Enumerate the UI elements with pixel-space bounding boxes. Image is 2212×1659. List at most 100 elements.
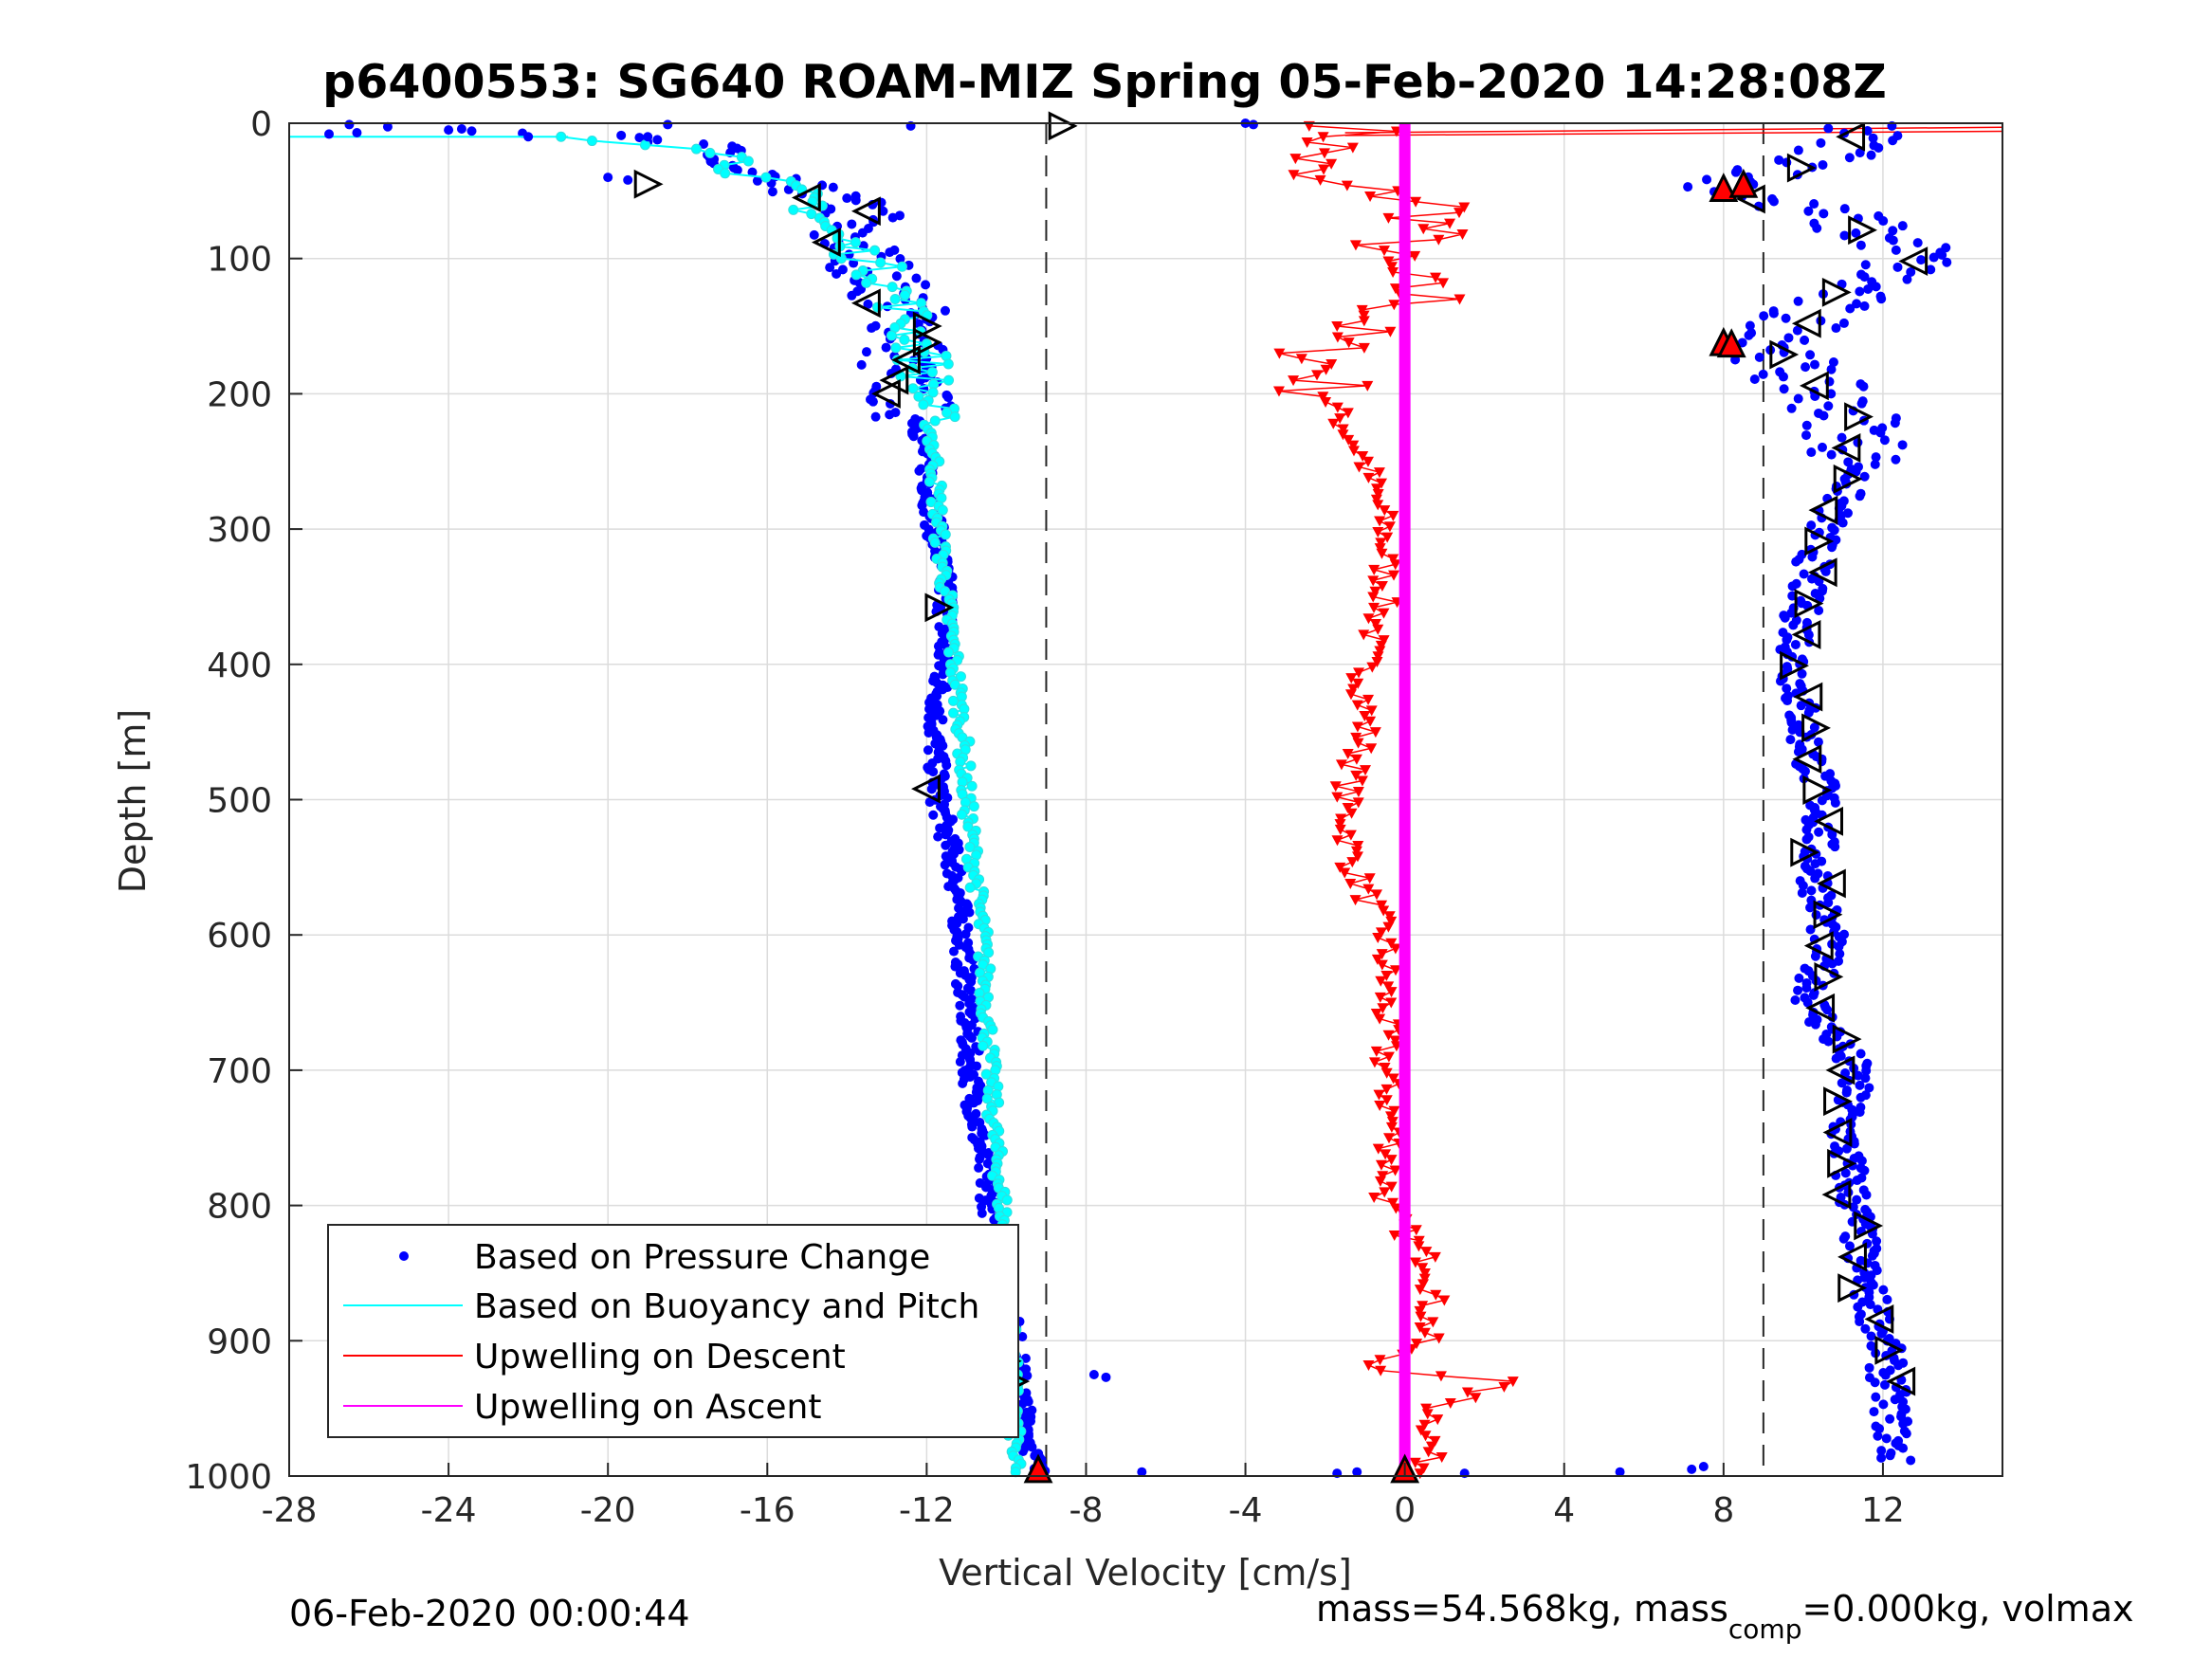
pressure-ascent-point xyxy=(1898,1443,1909,1453)
upwelling-descent-marker xyxy=(1376,949,1388,960)
y-tick-label: 400 xyxy=(207,647,272,685)
pressure-ascent-point xyxy=(1775,676,1785,686)
upwelling-descent-marker xyxy=(1390,965,1402,976)
pressure-descent-point xyxy=(926,784,937,794)
upwelling-descent-marker xyxy=(1385,916,1398,927)
upwelling-descent-marker xyxy=(1373,1089,1385,1101)
buoyancy-point xyxy=(890,342,902,354)
pressure-ascent-point xyxy=(1876,294,1887,304)
upwelling-descent-marker xyxy=(1369,586,1381,597)
phase-marker xyxy=(1799,371,1829,401)
phase-marker xyxy=(1816,868,1846,899)
upwelling-descent-marker xyxy=(1356,304,1368,316)
upwelling-descent-marker xyxy=(1362,456,1374,467)
upwelling-descent-marker xyxy=(1378,635,1390,647)
x-tick-label: -28 xyxy=(262,1491,318,1530)
phase-marker xyxy=(791,183,821,212)
pressure-ascent-point xyxy=(1856,398,1867,409)
footer-mass-subscript: comp xyxy=(1728,1613,1802,1645)
legend-marker-pressure xyxy=(399,1251,409,1261)
phase-marker xyxy=(1709,173,1739,202)
buoyancy-point xyxy=(941,407,953,418)
phase-marker xyxy=(1825,1055,1856,1085)
pressure-ascent-point xyxy=(1827,830,1837,840)
upwelling-descent-marker xyxy=(1388,570,1400,581)
pressure-ascent-point xyxy=(1808,990,1819,1000)
upwelling-descent-marker xyxy=(1444,1397,1456,1409)
phase-marker xyxy=(1814,806,1843,836)
phase-marker xyxy=(891,345,921,375)
upwelling-descent-marker xyxy=(1370,1008,1382,1019)
upwelling-descent-marker xyxy=(1375,640,1387,651)
pressure-descent-point xyxy=(923,745,933,756)
pressure-ascent-point xyxy=(1801,430,1812,441)
upwelling-descent-marker xyxy=(1382,256,1395,267)
footer-mass-rest: =0.000kg, volmax xyxy=(1801,1588,2133,1630)
phase-marker xyxy=(1827,1148,1857,1178)
upwelling-descent-marker xyxy=(1389,1165,1401,1176)
upwelling-descent-marker xyxy=(1372,651,1384,663)
upwelling-descent-marker xyxy=(1383,521,1396,533)
pressure-outlier-point xyxy=(1687,1464,1697,1474)
upwelling-descent-marker xyxy=(1381,532,1394,543)
pressure-ascent-point xyxy=(1866,1340,1876,1351)
pressure-descent-point xyxy=(941,840,951,850)
pressure-descent-point xyxy=(732,165,742,175)
pressure-ascent-point xyxy=(1781,313,1791,323)
pressure-descent-point xyxy=(967,1121,978,1132)
buoyancy-point xyxy=(942,358,954,370)
phase-marker xyxy=(1854,1211,1884,1241)
pressure-ascent-point xyxy=(1878,216,1889,227)
buoyancy-point xyxy=(835,253,847,264)
phase-marker xyxy=(1836,121,1866,152)
legend-label-pressure: Based on Pressure Change xyxy=(474,1238,930,1277)
upwelling-descent-marker xyxy=(1498,1381,1510,1393)
upwelling-descent-marker xyxy=(1372,1143,1384,1155)
phase-marker xyxy=(1823,1086,1853,1117)
upwelling-descent-marker xyxy=(1437,278,1450,289)
buoyancy-point xyxy=(586,136,597,147)
phase-marker xyxy=(1805,993,1836,1023)
buoyancy-point xyxy=(964,882,976,893)
upwelling-descent-marker xyxy=(1347,446,1360,457)
upwelling-descent-marker xyxy=(1371,889,1383,901)
buoyancy-point xyxy=(966,780,978,792)
upwelling-descent-marker xyxy=(1429,1435,1441,1447)
pressure-ascent-point xyxy=(1816,137,1826,148)
pressure-ascent-point xyxy=(1892,262,1903,272)
buoyancy-point xyxy=(720,168,731,179)
phase-marker xyxy=(1807,557,1837,588)
pressure-descent-point xyxy=(861,347,871,357)
pressure-descent-point xyxy=(825,263,835,273)
pressure-ascent-point xyxy=(1902,274,1912,284)
pressure-outlier-point xyxy=(523,132,534,142)
pressure-ascent-point xyxy=(1797,887,1807,898)
upwelling-descent-marker xyxy=(1384,326,1397,337)
upwelling-descent-marker xyxy=(1389,283,1401,295)
upwelling-descent-marker xyxy=(1370,1046,1382,1057)
upwelling-descent-marker xyxy=(1507,1376,1519,1388)
pressure-descent-point xyxy=(850,195,861,206)
pressure-descent-point xyxy=(1020,1353,1031,1363)
pressure-descent-point xyxy=(885,410,895,420)
upwelling-descent-marker xyxy=(1342,748,1354,759)
pressure-descent-point xyxy=(921,280,931,290)
buoyancy-point xyxy=(923,476,935,487)
pressure-descent-point xyxy=(965,985,976,995)
pressure-descent-point xyxy=(652,135,663,145)
upwelling-descent-marker xyxy=(1410,196,1422,208)
pressure-ascent-point xyxy=(1810,859,1820,869)
phase-marker xyxy=(1780,650,1809,681)
buoyancy-point xyxy=(929,415,941,427)
pressure-ascent-point xyxy=(1840,1068,1851,1079)
y-tick-label: 900 xyxy=(207,1322,272,1361)
pressure-outlier-point xyxy=(1101,1372,1111,1382)
upwelling-descent-marker xyxy=(1438,1295,1451,1306)
pressure-ascent-point xyxy=(1840,1168,1851,1178)
pressure-ascent-point xyxy=(1878,1399,1889,1410)
upwelling-descent-marker xyxy=(1377,1171,1389,1182)
upwelling-descent-marker xyxy=(1272,386,1285,397)
pressure-ascent-point xyxy=(1871,452,1881,463)
pressure-ascent-point xyxy=(1859,272,1870,283)
